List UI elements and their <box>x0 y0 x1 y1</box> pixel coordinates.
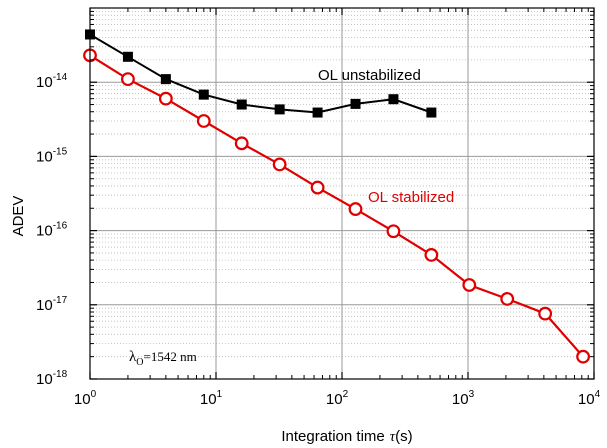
x-tick-label: 101 <box>200 389 223 408</box>
series-layer <box>83 29 590 364</box>
axis-ticks <box>89 8 595 380</box>
x-tick-label-base: 10 <box>200 391 217 408</box>
data-point-stabilized <box>538 306 553 321</box>
data-point-stabilized <box>310 180 325 195</box>
data-point-unstabilized <box>274 104 285 115</box>
data-point-unstabilized <box>198 89 209 100</box>
data-point-unstabilized <box>388 94 399 105</box>
x-tick-label-base: 10 <box>74 391 91 408</box>
data-point-unstabilized <box>426 107 437 118</box>
x-axis-title-symbol: τ <box>390 429 396 445</box>
unstabilized-annotation: OL unstabilized <box>318 67 421 84</box>
data-point-stabilized <box>121 72 135 87</box>
y-tick-label: 10-17 <box>36 295 68 314</box>
x-tick-label: 102 <box>326 389 349 408</box>
x-axis-title-unit: (s) <box>395 428 413 445</box>
data-point-stabilized <box>158 91 173 106</box>
series-stabilized <box>83 48 590 364</box>
data-point-unstabilized <box>236 99 247 110</box>
data-point-stabilized <box>386 224 401 239</box>
data-point-stabilized <box>576 349 590 364</box>
x-tick-labels: 100 101 102 103 104 <box>74 389 601 408</box>
x-tick-label-base: 10 <box>578 391 595 408</box>
lambda-subscript: O <box>136 357 143 368</box>
y-tick-label-exponent: -17 <box>53 295 68 306</box>
y-tick-label-exponent: -16 <box>53 221 68 232</box>
data-point-unstabilized <box>122 51 133 62</box>
y-tick-label-exponent: -14 <box>53 72 68 83</box>
x-axis-title: Integration time τ(s) <box>281 428 412 445</box>
x-tick-label-exponent: 2 <box>343 389 349 400</box>
data-point-stabilized <box>348 202 363 216</box>
x-tick-label-base: 10 <box>452 391 469 408</box>
series-line-unstabilized <box>89 33 432 114</box>
y-axis-title: ADEV <box>10 196 27 237</box>
y-tick-label-base: 10 <box>36 371 53 388</box>
data-point-stabilized <box>234 136 249 151</box>
x-tick-label-exponent: 1 <box>217 389 223 400</box>
data-point-stabilized <box>196 114 211 128</box>
x-tick-label: 103 <box>452 389 475 408</box>
x-tick-label: 104 <box>578 389 601 408</box>
lambda-value: =1542 nm <box>144 349 197 364</box>
y-tick-label-exponent: -15 <box>53 146 68 157</box>
wavelength-annotation: λO=1542 nm <box>129 349 197 368</box>
x-axis-title-text: Integration time <box>281 428 384 445</box>
y-tick-label: 10-15 <box>36 146 68 165</box>
data-point-stabilized <box>462 278 477 292</box>
x-tick-label-base: 10 <box>326 391 343 408</box>
x-tick-label-exponent: 4 <box>595 389 601 400</box>
y-tick-label-exponent: -18 <box>53 369 68 380</box>
lambda-symbol: λ <box>129 349 137 365</box>
data-point-stabilized <box>272 157 287 172</box>
data-point-stabilized <box>500 292 515 306</box>
stabilized-annotation: OL stabilized <box>368 189 454 206</box>
major-gridlines <box>90 8 594 379</box>
y-tick-label-base: 10 <box>36 74 53 91</box>
x-tick-label: 100 <box>74 389 97 408</box>
x-tick-label-exponent: 0 <box>91 389 97 400</box>
y-tick-label: 10-18 <box>36 369 68 388</box>
y-tick-label-base: 10 <box>36 297 53 314</box>
x-tick-label-exponent: 3 <box>469 389 475 400</box>
data-point-stabilized <box>424 248 439 262</box>
y-tick-label-base: 10 <box>36 223 53 240</box>
data-point-unstabilized <box>312 107 323 118</box>
y-tick-label: 10-16 <box>36 221 68 240</box>
y-tick-label: 10-14 <box>36 72 68 91</box>
data-point-unstabilized <box>160 74 171 85</box>
data-point-unstabilized <box>350 98 361 109</box>
y-tick-label-base: 10 <box>36 148 53 165</box>
